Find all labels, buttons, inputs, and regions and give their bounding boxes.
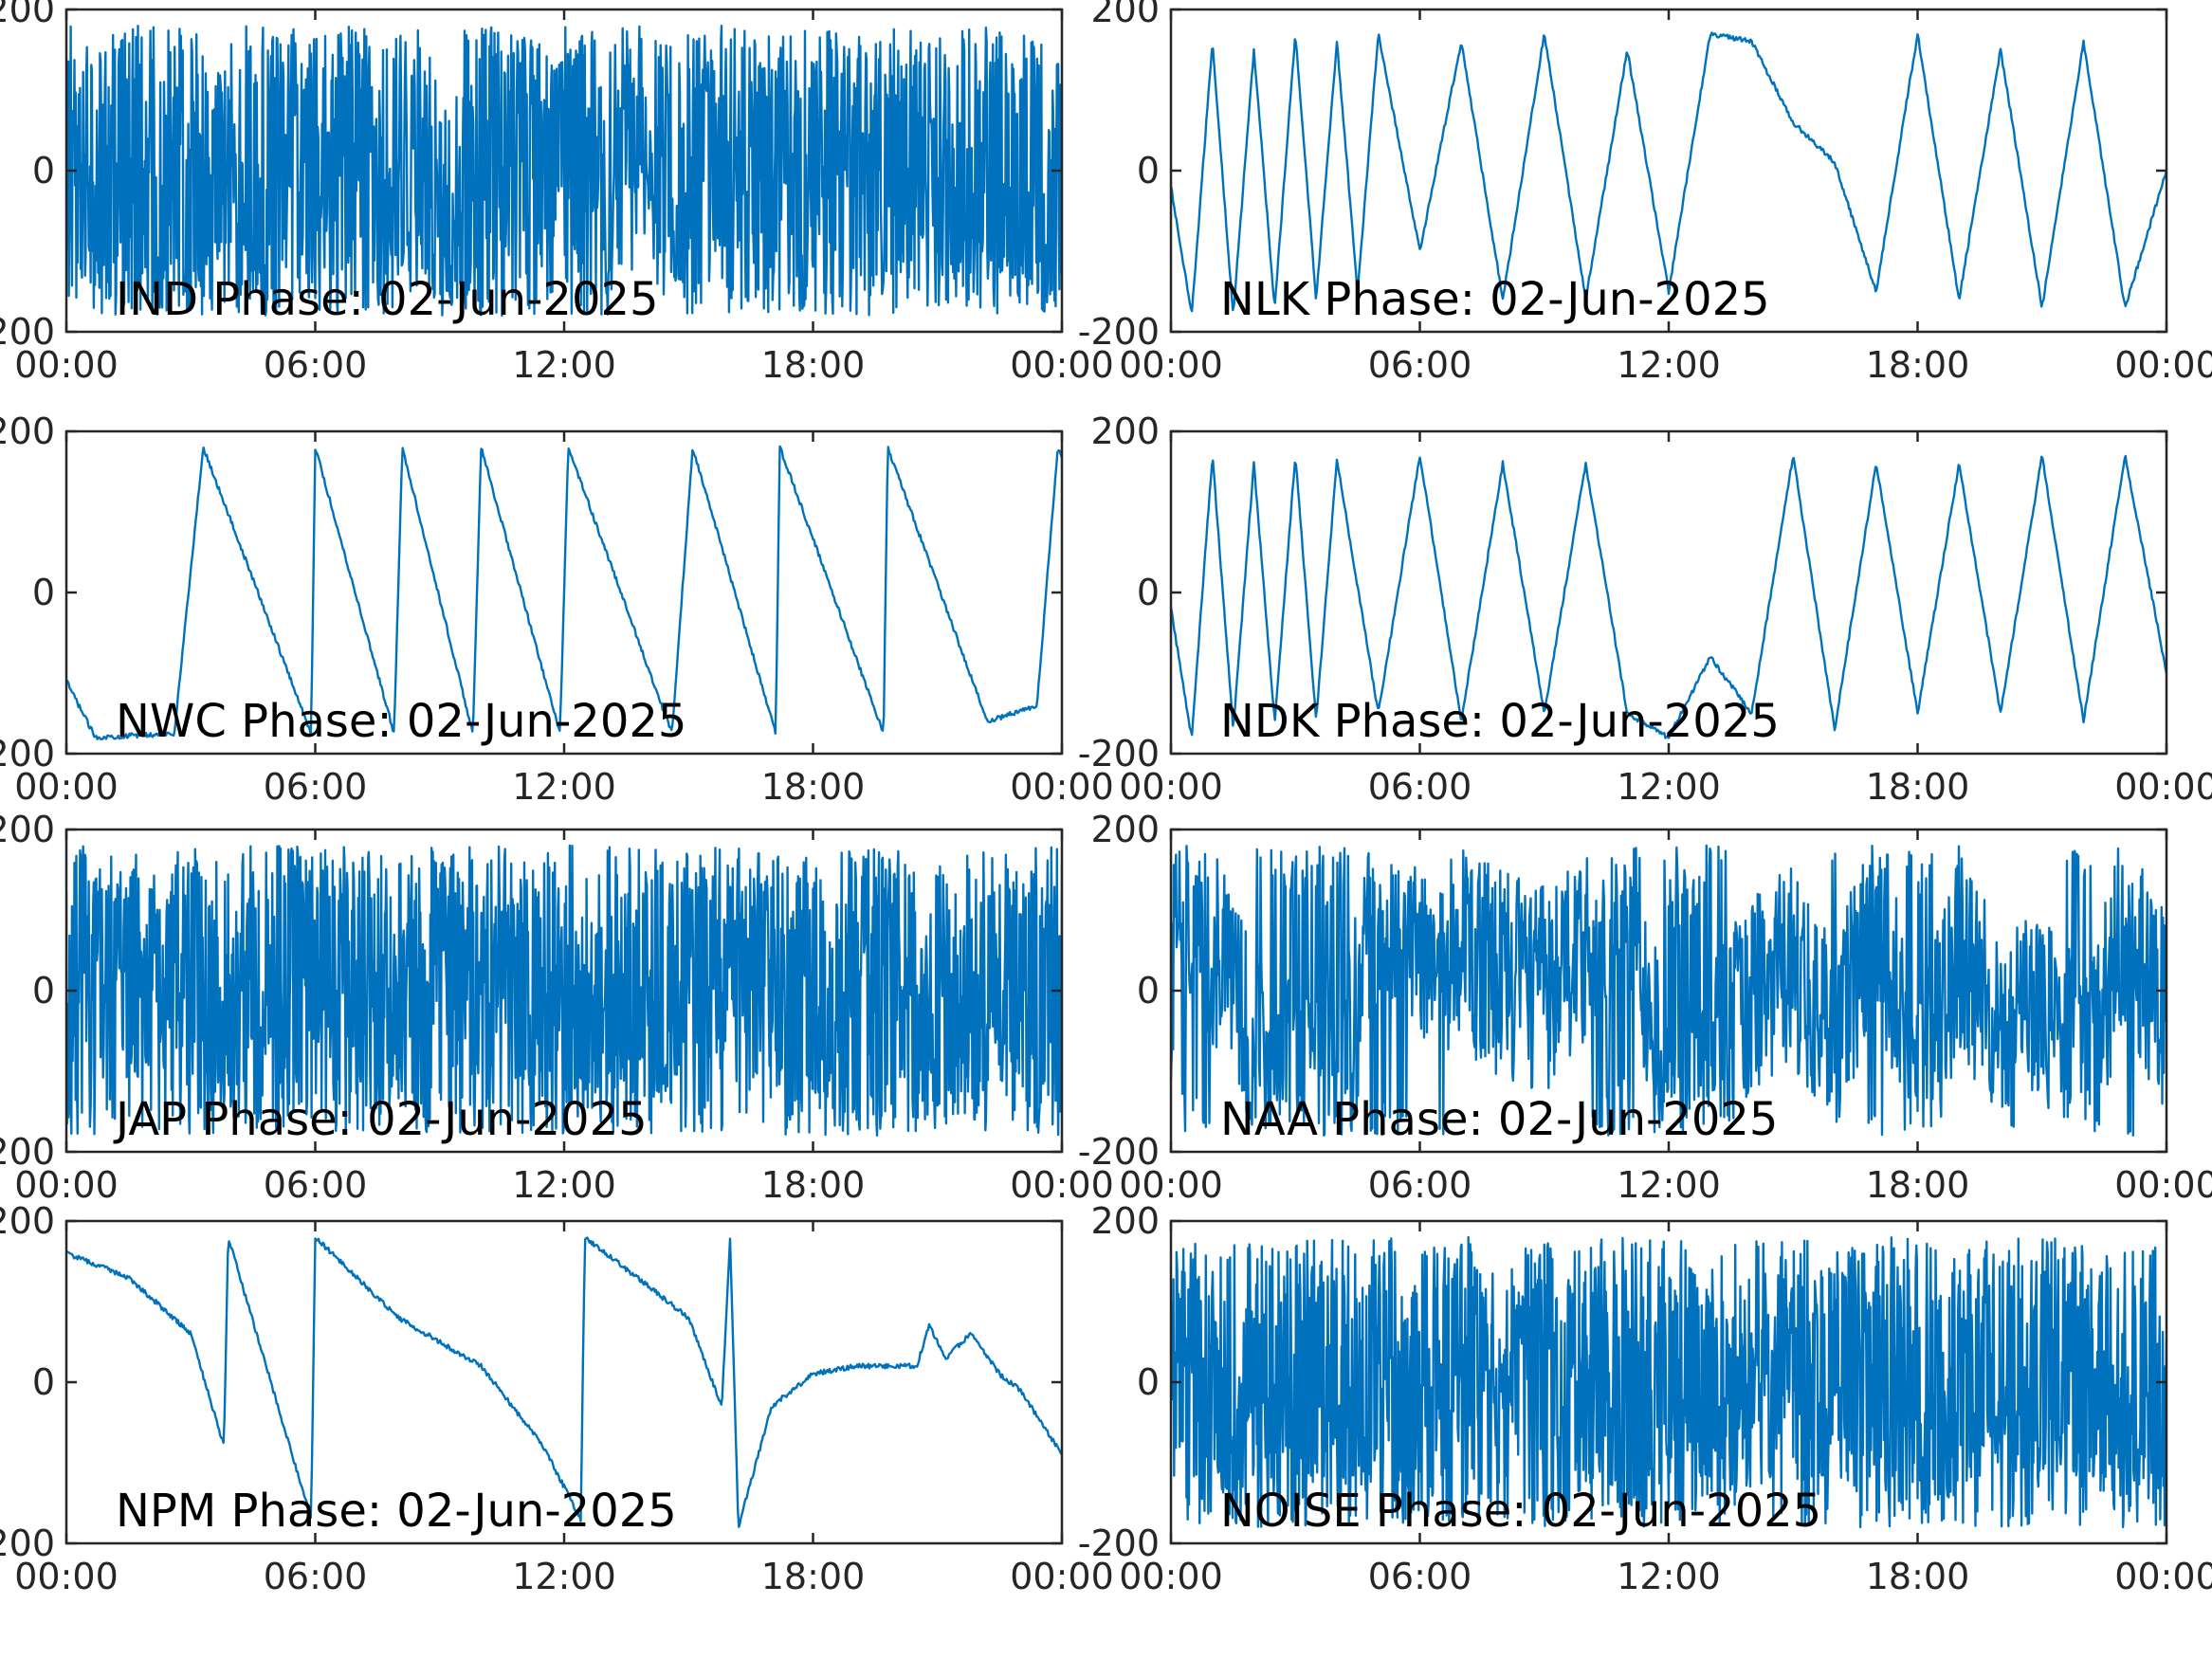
x-tick-label: 00:00 <box>2114 1164 2212 1206</box>
y-tick-label: 0 <box>1137 572 1160 613</box>
y-tick-label: 200 <box>0 0 55 30</box>
x-tick-label: 06:00 <box>1368 766 1472 808</box>
y-tick-label: -200 <box>0 311 55 353</box>
y-tick-label: 200 <box>0 1200 55 1242</box>
x-tick-label: 18:00 <box>761 344 866 386</box>
x-tick-label: 00:00 <box>1010 1556 1114 1597</box>
y-tick-label: 0 <box>1137 150 1160 191</box>
x-tick-label: 06:00 <box>1368 344 1472 386</box>
x-tick-label: 00:00 <box>1010 766 1114 808</box>
x-tick-label: 00:00 <box>1119 1556 1223 1597</box>
x-tick-label: 12:00 <box>512 766 616 808</box>
x-tick-label: 12:00 <box>512 344 616 386</box>
x-tick-label: 00:00 <box>1010 1164 1114 1206</box>
x-tick-label: 12:00 <box>1617 344 1721 386</box>
x-tick-label: 00:00 <box>1119 344 1223 386</box>
y-tick-label: -200 <box>0 1522 55 1564</box>
x-tick-label: 18:00 <box>1866 344 1970 386</box>
x-tick-label: 18:00 <box>1866 1556 1970 1597</box>
x-tick-label: 00:00 <box>14 766 119 808</box>
y-tick-label: 200 <box>1090 1200 1160 1242</box>
y-tick-label: -200 <box>0 1131 55 1173</box>
y-tick-label: 200 <box>0 809 55 850</box>
y-tick-label: 200 <box>1090 809 1160 850</box>
phase-series-line <box>66 844 1062 1137</box>
panel-title: NDK Phase: 02-Jun-2025 <box>1220 695 1780 748</box>
phase-series-line <box>1171 1235 2166 1529</box>
y-tick-label: -200 <box>0 733 55 775</box>
x-tick-label: 00:00 <box>14 1164 119 1206</box>
y-tick-label: -200 <box>1078 311 1160 353</box>
y-tick-label: 0 <box>32 572 55 613</box>
x-tick-label: 00:00 <box>2114 1556 2212 1597</box>
phase-series-line <box>1171 844 2166 1137</box>
x-tick-label: 18:00 <box>761 766 866 808</box>
x-tick-label: 06:00 <box>264 344 368 386</box>
x-tick-label: 18:00 <box>1866 766 1970 808</box>
x-tick-label: 12:00 <box>1617 1556 1721 1597</box>
y-tick-label: 0 <box>1137 970 1160 1012</box>
phase-series-line <box>1171 454 2166 739</box>
x-tick-label: 06:00 <box>1368 1556 1472 1597</box>
y-tick-label: 200 <box>0 410 55 452</box>
y-tick-label: 0 <box>1137 1361 1160 1403</box>
panel-title: NOISE Phase: 02-Jun-2025 <box>1220 1485 1821 1538</box>
y-tick-label: 0 <box>32 1361 55 1403</box>
x-tick-label: 00:00 <box>2114 766 2212 808</box>
x-tick-label: 00:00 <box>1119 1164 1223 1206</box>
x-tick-label: 18:00 <box>761 1164 866 1206</box>
x-tick-label: 12:00 <box>1617 1164 1721 1206</box>
y-tick-label: -200 <box>1078 733 1160 775</box>
x-tick-label: 00:00 <box>14 344 119 386</box>
phase-series-line <box>1171 31 2166 313</box>
x-tick-label: 18:00 <box>761 1556 866 1597</box>
panel-title: IND Phase: 02-Jun-2025 <box>116 273 659 326</box>
x-tick-label: 06:00 <box>264 1556 368 1597</box>
phase-series-line <box>66 445 1062 740</box>
x-tick-label: 06:00 <box>264 1164 368 1206</box>
x-tick-label: 12:00 <box>512 1556 616 1597</box>
y-tick-label: -200 <box>1078 1131 1160 1173</box>
y-tick-label: 0 <box>32 150 55 191</box>
panel-title: NAA Phase: 02-Jun-2025 <box>1220 1093 1778 1146</box>
panel-title: NLK Phase: 02-Jun-2025 <box>1220 273 1770 326</box>
y-tick-label: 0 <box>32 970 55 1012</box>
x-tick-label: 18:00 <box>1866 1164 1970 1206</box>
phase-series-line <box>66 1236 1062 1528</box>
y-tick-label: 200 <box>1090 0 1160 30</box>
x-tick-label: 00:00 <box>1010 344 1114 386</box>
panel-title: NWC Phase: 02-Jun-2025 <box>116 695 686 748</box>
y-tick-label: -200 <box>1078 1522 1160 1564</box>
panel-title: NPM Phase: 02-Jun-2025 <box>116 1485 677 1538</box>
x-tick-label: 06:00 <box>264 766 368 808</box>
phase-series-line <box>66 25 1062 318</box>
x-tick-label: 00:00 <box>14 1556 119 1597</box>
y-tick-label: 200 <box>1090 410 1160 452</box>
panel-title: JAP Phase: 02-Jun-2025 <box>113 1093 648 1146</box>
x-tick-label: 06:00 <box>1368 1164 1472 1206</box>
x-tick-label: 00:00 <box>1119 766 1223 808</box>
x-tick-label: 12:00 <box>512 1164 616 1206</box>
x-tick-label: 00:00 <box>2114 344 2212 386</box>
x-tick-label: 12:00 <box>1617 766 1721 808</box>
